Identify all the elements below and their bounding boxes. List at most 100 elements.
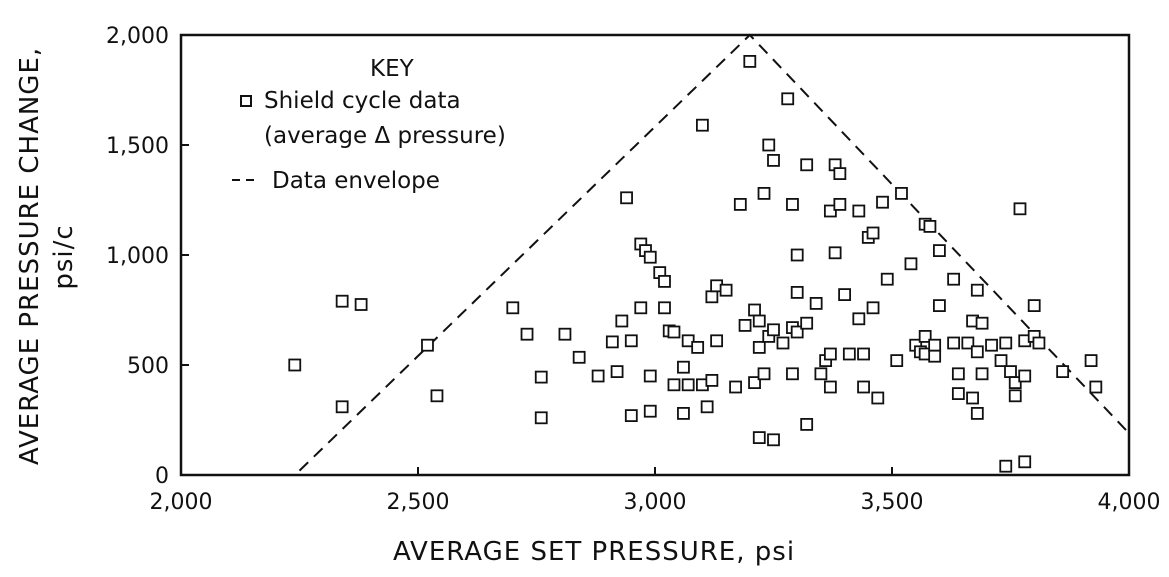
data-point — [781, 92, 795, 106]
data-point — [994, 354, 1008, 368]
data-point — [866, 226, 880, 240]
data-point — [828, 246, 842, 260]
data-point — [605, 335, 619, 349]
data-point — [572, 350, 586, 364]
data-point — [786, 367, 799, 381]
data-point — [880, 272, 894, 286]
data-point — [430, 389, 444, 403]
data-point — [733, 197, 747, 211]
data-point — [743, 55, 757, 68]
data-point — [719, 283, 733, 297]
data-point — [667, 378, 681, 392]
data-point — [918, 329, 932, 343]
x-axis-title: AVERAGE SET PRESSURE, psi — [393, 537, 795, 567]
data-point — [620, 191, 633, 205]
data-point — [681, 378, 695, 392]
data-point — [857, 347, 870, 361]
data-point — [838, 288, 851, 302]
data-point — [558, 327, 572, 341]
legend-marker-label-line2: (average Δ pressure) — [264, 123, 506, 149]
data-point — [947, 272, 961, 286]
data-point — [823, 380, 837, 394]
data-point — [634, 301, 648, 315]
data-point — [534, 411, 548, 425]
data-point — [767, 433, 780, 447]
data-point — [643, 404, 657, 418]
data-point — [658, 301, 671, 315]
data-point — [852, 204, 866, 218]
data-point — [951, 387, 965, 401]
data-points — [288, 55, 1103, 473]
data-point — [534, 370, 548, 384]
data-point — [1018, 369, 1032, 383]
y-axis-title: AVERAGE PRESSURE CHANGE, psi/c — [15, 47, 79, 465]
data-point — [904, 257, 918, 271]
data-point — [762, 138, 776, 152]
data-point — [814, 367, 828, 381]
data-point — [729, 380, 742, 394]
data-point — [520, 327, 534, 341]
y-tick-label: 2,000 — [106, 24, 169, 49]
data-point — [1089, 380, 1103, 394]
axis-ticks: 2,000 2,500 3,000 3,500 4,000 0 500 1,000 1,500 2… — [106, 24, 1160, 515]
legend-square-marker — [240, 95, 252, 107]
data-point — [790, 248, 804, 262]
data-point — [757, 186, 771, 200]
data-point — [933, 244, 946, 258]
data-point — [776, 336, 790, 350]
data-point — [767, 153, 780, 167]
data-point — [823, 204, 837, 218]
data-point — [833, 167, 847, 181]
data-point — [738, 318, 752, 332]
data-point — [643, 250, 657, 264]
data-point — [677, 360, 690, 374]
x-tick-label: 3,500 — [861, 490, 924, 515]
x-tick-label: 4,000 — [1098, 490, 1161, 515]
data-point — [624, 409, 638, 423]
data-point — [809, 296, 823, 310]
data-point — [951, 367, 965, 381]
data-point — [1027, 299, 1041, 313]
data-point — [1008, 376, 1022, 390]
data-point — [288, 358, 302, 372]
envelope-layer — [298, 33, 1130, 472]
data-point — [923, 219, 937, 233]
data-point — [800, 417, 814, 431]
data-point — [667, 325, 681, 339]
legend-line-label: Data envelope — [272, 168, 440, 194]
y-axis-title-line2: psi/c — [49, 224, 79, 289]
x-tick-label: 2,000 — [150, 490, 213, 515]
data-point — [1004, 365, 1017, 379]
legend: KEY Shield cycle data (average Δ pressur… — [232, 56, 506, 194]
data-point — [1056, 365, 1070, 379]
data-point — [970, 283, 984, 297]
data-point — [748, 376, 761, 390]
data-point — [752, 431, 766, 445]
y-axis-title-line1: AVERAGE PRESSURE CHANGE, — [15, 47, 45, 465]
y-tick-label: 0 — [155, 464, 169, 489]
y-tick-label: 500 — [127, 354, 169, 379]
data-point — [658, 274, 671, 288]
data-point — [752, 314, 766, 328]
x-tick-label: 2,500 — [387, 490, 450, 515]
data-point — [335, 294, 349, 308]
data-point — [975, 316, 989, 330]
data-point — [752, 340, 766, 354]
data-point — [681, 334, 695, 348]
data-point — [767, 323, 780, 337]
data-point — [895, 186, 908, 200]
data-point — [786, 197, 799, 211]
data-point — [999, 336, 1013, 350]
data-point — [790, 285, 804, 299]
data-point — [928, 338, 942, 352]
data-point — [591, 369, 605, 383]
x-tick-label: 3,000 — [624, 490, 687, 515]
data-point — [842, 347, 856, 361]
y-tick-label: 1,000 — [106, 244, 169, 269]
data-point — [985, 338, 998, 352]
data-point — [876, 195, 889, 209]
data-point — [800, 316, 814, 330]
data-point — [970, 345, 984, 359]
data-point — [506, 301, 520, 315]
